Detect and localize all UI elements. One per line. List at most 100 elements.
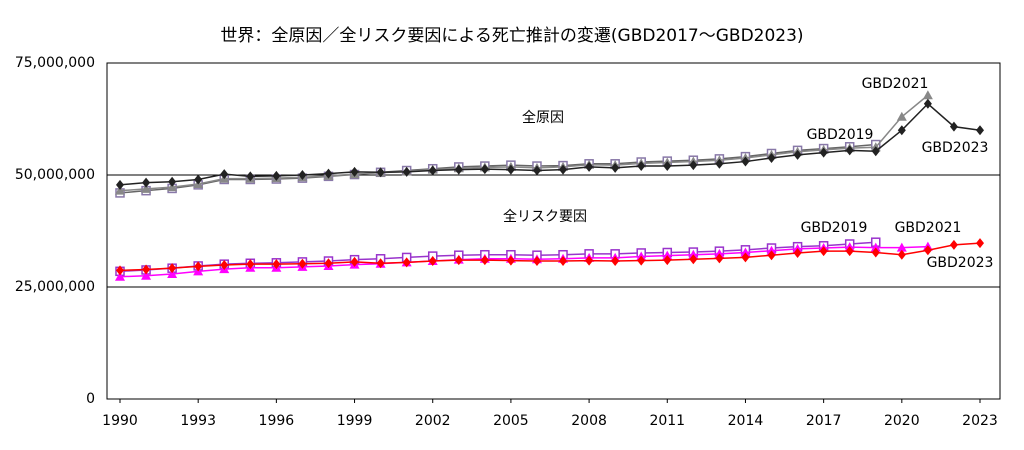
marker xyxy=(350,256,359,267)
marker xyxy=(246,171,255,182)
marker xyxy=(819,147,828,158)
marker xyxy=(506,164,515,175)
marker xyxy=(168,176,177,187)
x-tick-label: 1990 xyxy=(102,413,138,429)
marker xyxy=(637,255,646,266)
marker xyxy=(141,270,152,280)
marker xyxy=(532,165,541,176)
marker xyxy=(976,125,984,136)
marker xyxy=(689,254,698,265)
marker xyxy=(976,238,984,249)
marker xyxy=(870,242,881,252)
marker xyxy=(611,256,620,267)
marker xyxy=(376,258,385,269)
marker xyxy=(428,165,437,176)
marker xyxy=(142,264,151,275)
series-label: GBD2021 xyxy=(895,220,962,236)
marker xyxy=(871,146,880,157)
marker xyxy=(194,261,203,272)
marker xyxy=(298,258,307,269)
x-tick-label: 2011 xyxy=(649,413,685,429)
series-line xyxy=(119,245,928,278)
marker xyxy=(896,111,907,121)
marker xyxy=(896,242,907,252)
marker xyxy=(949,121,958,132)
marker xyxy=(715,158,724,169)
marker xyxy=(402,166,411,177)
x-tick-label: 2017 xyxy=(806,413,842,429)
marker xyxy=(115,271,125,281)
marker xyxy=(168,263,177,274)
marker xyxy=(142,177,151,188)
marker xyxy=(585,161,594,172)
marker xyxy=(845,145,854,156)
y-tick-label: 0 xyxy=(86,391,95,407)
marker xyxy=(897,125,906,136)
marker xyxy=(715,253,724,264)
marker xyxy=(220,169,229,180)
x-tick-label: 1999 xyxy=(337,413,373,429)
marker xyxy=(194,174,203,185)
y-tick-label: 75,000,000 xyxy=(15,55,95,71)
x-tick-label: 1993 xyxy=(180,413,216,429)
series-label: GBD2021 xyxy=(862,76,929,92)
marker xyxy=(663,255,672,266)
y-tick-label: 50,000,000 xyxy=(15,167,95,183)
series-label: GBD2019 xyxy=(807,127,874,143)
marker xyxy=(246,259,255,270)
marker xyxy=(220,260,229,271)
marker xyxy=(923,245,932,256)
x-tick-label: 2014 xyxy=(728,413,764,429)
marker xyxy=(428,256,437,267)
marker xyxy=(141,183,152,193)
marker xyxy=(506,255,515,266)
marker xyxy=(585,255,594,266)
x-tick-label: 2002 xyxy=(415,413,451,429)
marker xyxy=(272,170,281,181)
marker xyxy=(454,255,463,266)
marker xyxy=(480,164,489,175)
marker xyxy=(871,247,880,258)
marker xyxy=(611,162,620,173)
chart-title: 世界：全原因／全リスク要因による死亡推計の変遷(GBD2017～GBD2023) xyxy=(220,26,803,46)
series-line xyxy=(119,242,981,272)
marker xyxy=(819,246,828,257)
annotation: 全原因 xyxy=(522,109,564,126)
series-label: GBD2023 xyxy=(922,140,989,156)
marker xyxy=(167,269,178,279)
marker xyxy=(949,239,958,250)
series-line xyxy=(119,94,929,192)
marker xyxy=(298,170,307,180)
marker xyxy=(116,265,124,276)
x-tick-label: 2005 xyxy=(493,413,529,429)
marker xyxy=(663,161,672,172)
marker xyxy=(923,98,932,109)
marker xyxy=(559,256,568,267)
marker xyxy=(115,185,125,195)
marker xyxy=(350,166,359,177)
marker xyxy=(116,179,124,190)
series-label: GBD2023 xyxy=(927,255,994,271)
marker xyxy=(767,152,776,163)
marker xyxy=(324,168,333,179)
marker xyxy=(741,156,750,167)
marker xyxy=(272,259,281,270)
marker xyxy=(402,257,411,268)
marker xyxy=(480,255,489,266)
x-tick-label: 2008 xyxy=(571,413,607,429)
marker xyxy=(793,149,802,160)
marker xyxy=(376,167,385,178)
marker xyxy=(897,249,906,260)
x-tick-label: 2023 xyxy=(962,413,998,429)
marker xyxy=(845,246,854,257)
marker xyxy=(767,250,776,261)
x-tick-label: 2020 xyxy=(884,413,920,429)
x-tick-label: 1996 xyxy=(259,413,295,429)
marker xyxy=(454,164,463,175)
marker xyxy=(740,247,751,257)
series-line xyxy=(119,102,981,186)
marker xyxy=(922,90,933,100)
marker xyxy=(741,252,750,263)
marker xyxy=(637,161,646,172)
